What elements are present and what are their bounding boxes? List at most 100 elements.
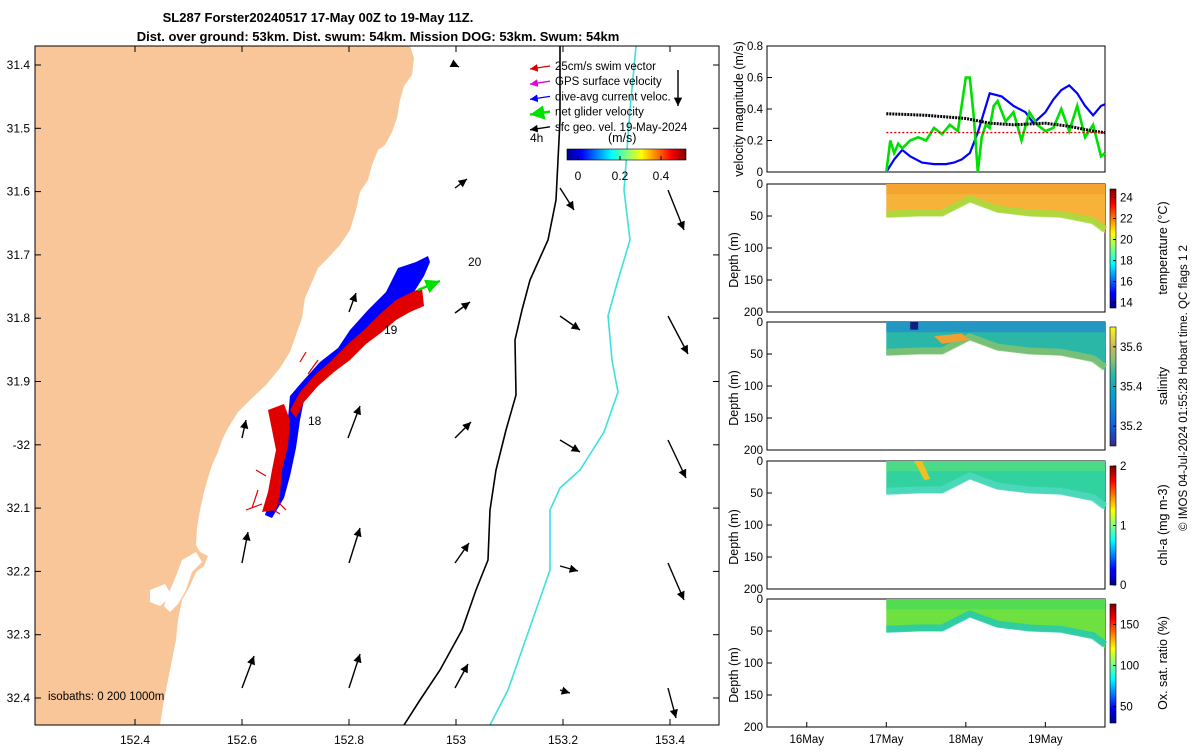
isobath-1000 <box>489 46 637 725</box>
geo-velocity-arrow <box>559 564 579 573</box>
colorbar-label: (m/s) <box>608 131 636 145</box>
swim-vectors-red-2 <box>290 288 424 418</box>
time-tick-label: 16May <box>789 734 824 746</box>
day-label-20: 20 <box>468 255 482 269</box>
geo-velocity-arrow <box>454 421 472 439</box>
colorbar-tick-label: 18 <box>1120 256 1133 268</box>
lat-tick-label: -32 <box>13 438 31 452</box>
profile-panel-chl: 0 50 100 150 200 Depth (m) 0 1 2 chl-a (mg m-3) <box>727 456 1170 596</box>
map-frame <box>34 45 720 726</box>
velocity-ytick-label: 0.8 <box>747 41 763 53</box>
title-line-1: SL287 Forster20240517 17-May 00Z to 19-M… <box>163 10 474 25</box>
geo-velocity-arrow <box>667 439 687 479</box>
geo-velocity-arrow <box>348 653 362 689</box>
lat-tick-label: 32.4 <box>7 691 31 705</box>
profile-panel-oxy: 0 50 100 150 200 Depth (m) 50 100 150 Ox. sat. ra… <box>727 594 1170 734</box>
low-salinity-patch <box>910 322 919 330</box>
colorbar-tick-label: 16 <box>1120 277 1133 289</box>
lat-tick-label: 31.7 <box>7 248 31 262</box>
colorbar-tick-label: 2 <box>1120 461 1126 473</box>
time-marker: 4h <box>530 131 543 145</box>
depth-tick-label: 150 <box>744 552 763 564</box>
time-tick-label: 18May <box>949 734 984 746</box>
colorbar-tick-label: 20 <box>1120 235 1133 247</box>
profile-panel-temp: 0 50 100 150 200 Depth (m) 14 16 18 20 22 24 tempera… <box>727 179 1170 319</box>
legend-swatch <box>529 105 551 120</box>
colorbar-tick-label: 35.4 <box>1120 382 1143 394</box>
geo-velocity-arrow <box>241 531 251 564</box>
depth-ylabel: Depth (m) <box>727 370 741 426</box>
speed-colorbar <box>566 148 687 161</box>
velocity-ylabel: velocity magnitude (m/s) <box>732 41 746 176</box>
geo-velocity-arrow <box>667 687 678 719</box>
legend-entry: GPS surface velocity <box>555 76 662 88</box>
depth-tick-label: 100 <box>744 520 763 532</box>
colorbar-tick-label: 1 <box>1120 521 1126 533</box>
lat-tick-label: 31.6 <box>7 185 31 199</box>
depth-ylabel: Depth (m) <box>727 647 741 703</box>
depth-tick-label: 150 <box>744 690 763 702</box>
colorbar-label: Ox. sat. ratio (%) <box>1156 616 1170 710</box>
geo-velocity-arrow <box>559 187 575 211</box>
legend-swatch <box>529 63 551 72</box>
depth-tick-label: 0 <box>757 594 763 606</box>
day-label-19: 19 <box>384 323 398 337</box>
geo-velocity-arrow <box>667 189 685 231</box>
profile-colorbar <box>1109 603 1117 724</box>
profile-bottom-layer <box>886 195 1108 233</box>
geo-velocity-arrow <box>348 527 362 564</box>
legend-entry: dive-avg current veloc. <box>555 91 671 103</box>
geo-velocity-arrow <box>347 405 361 439</box>
lat-tick-label: 32.3 <box>7 628 31 642</box>
velocity-ytick-label: 0.6 <box>747 73 763 85</box>
profile-bottom-layer <box>886 333 1108 371</box>
colorbar-tick-label: 24 <box>1120 192 1133 204</box>
depth-ylabel: Depth (m) <box>727 509 741 565</box>
geo-velocity-arrow <box>454 301 471 314</box>
map-legend: 25cm/s swim vector GPS surface velocity di… <box>529 61 688 134</box>
net-glider-velocity-arrow <box>417 279 441 294</box>
chl-patch <box>914 461 931 481</box>
geo-velocity-arrow <box>348 292 358 313</box>
estuary-lake <box>164 552 202 612</box>
colorbar-label: salinity <box>1156 366 1170 405</box>
lat-tick-label: 31.5 <box>7 121 31 135</box>
depth-tick-label: 50 <box>750 626 763 638</box>
colorbar-tick-label: 22 <box>1120 213 1133 225</box>
profile-bottom-layer <box>886 472 1108 510</box>
colorbar-tick-label: 35.6 <box>1120 342 1142 354</box>
velocity-axes <box>766 45 1106 173</box>
series-dive-avg-current <box>885 84 1106 173</box>
lat-tick-label: 31.8 <box>7 311 31 325</box>
day-label-18: 18 <box>308 414 322 428</box>
depth-tick-label: 0 <box>757 317 763 329</box>
velocity-ytick-label: 0.4 <box>747 104 764 116</box>
latitude-axis: 31.4 31.5 31.6 31.7 31.8 31.9 -32 32.1 32.2 32.3 3… <box>7 58 719 705</box>
speed-colorbar-ticks: 0 0.2 0.4 <box>575 156 670 183</box>
colorbar-tick-label: 0.4 <box>653 169 670 183</box>
colorbar-tick-label: 0.2 <box>612 169 629 183</box>
depth-tick-label: 0 <box>757 179 763 191</box>
lake-2 <box>150 584 172 606</box>
geo-velocity-arrow <box>454 542 470 564</box>
geo-velocity-arrow <box>454 178 468 189</box>
colorbar-label: temperature (°C) <box>1156 201 1170 294</box>
lon-tick-label: 152.4 <box>120 733 150 747</box>
legend-swatch <box>529 79 551 87</box>
geo-velocity-arrow <box>241 655 255 689</box>
colorbar-tick-label: 50 <box>1120 702 1133 714</box>
legend-entry: 25cm/s swim vector <box>555 61 656 73</box>
depth-ylabel: Depth (m) <box>727 232 741 288</box>
velocity-ytick-label: 0 <box>757 167 763 179</box>
colorbar-tick-label: 150 <box>1120 620 1139 632</box>
title-line-2: Dist. over ground: 53km. Dist. swum: 54k… <box>137 29 620 44</box>
profile-surface-layer <box>886 461 1105 472</box>
lat-tick-label: 31.9 <box>7 375 31 389</box>
lon-tick-label: 153.2 <box>548 733 578 747</box>
depth-tick-label: 200 <box>744 445 763 457</box>
geo-velocity-arrow <box>559 315 581 331</box>
colorbar-tick-label: 14 <box>1120 298 1133 310</box>
map-panel: 20 19 18 31.4 31.5 31.6 31.7 31.8 31.9 -32 32.1… <box>7 45 720 747</box>
time-axis: 16May 17May 18May 19May <box>789 722 1063 746</box>
